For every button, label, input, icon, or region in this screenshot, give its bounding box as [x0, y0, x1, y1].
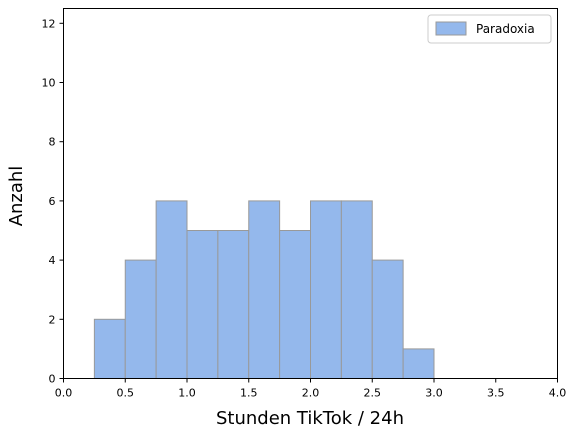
- histogram-bar: [340, 200, 373, 379]
- histogram-bar: [155, 200, 188, 379]
- x-tick-label: 0.5: [117, 387, 135, 400]
- x-axis-ticks: 0.0 0.5 1.0 1.5 2.0 2.5 3.0 3.5 4.0: [55, 378, 567, 400]
- y-tick-label: 8: [49, 136, 56, 149]
- x-tick-label: 0.0: [55, 387, 73, 400]
- x-tick-label: 1.0: [178, 387, 196, 400]
- x-axis-label: Stunden TikTok / 24h: [216, 408, 404, 429]
- legend-swatch-paradoxia: [435, 21, 467, 36]
- histogram-bar: [124, 259, 157, 380]
- y-tick-label: 10: [42, 77, 56, 90]
- x-tick-label: 1.5: [240, 387, 258, 400]
- histogram-bar: [371, 259, 404, 380]
- x-tick-label: 2.5: [364, 387, 382, 400]
- y-axis-ticks: 0 2 4 6 8 10 12: [42, 17, 64, 386]
- x-tick-label: 2.0: [302, 387, 320, 400]
- x-tick-label: 3.0: [425, 387, 443, 400]
- histogram-bar: [217, 230, 250, 379]
- y-tick-label: 0: [49, 373, 56, 386]
- histogram-bars: [93, 200, 435, 380]
- x-tick-label: 3.5: [487, 387, 505, 400]
- y-axis-label: Anzahl: [6, 166, 27, 227]
- legend: Paradoxia: [427, 14, 552, 44]
- plot-frame: [63, 8, 558, 379]
- histogram-bar: [402, 348, 435, 379]
- x-tick-label: 4.0: [549, 387, 567, 400]
- y-tick-label: 4: [49, 254, 56, 267]
- histogram-bar: [248, 200, 281, 379]
- legend-label-paradoxia: Paradoxia: [476, 22, 535, 36]
- y-tick-label: 2: [49, 313, 56, 326]
- y-tick-label: 6: [49, 195, 56, 208]
- histogram-bar: [186, 230, 219, 379]
- y-tick-label: 12: [42, 17, 56, 30]
- histogram-bar: [310, 200, 342, 379]
- histogram-bar: [279, 230, 311, 379]
- histogram-bar: [93, 318, 126, 379]
